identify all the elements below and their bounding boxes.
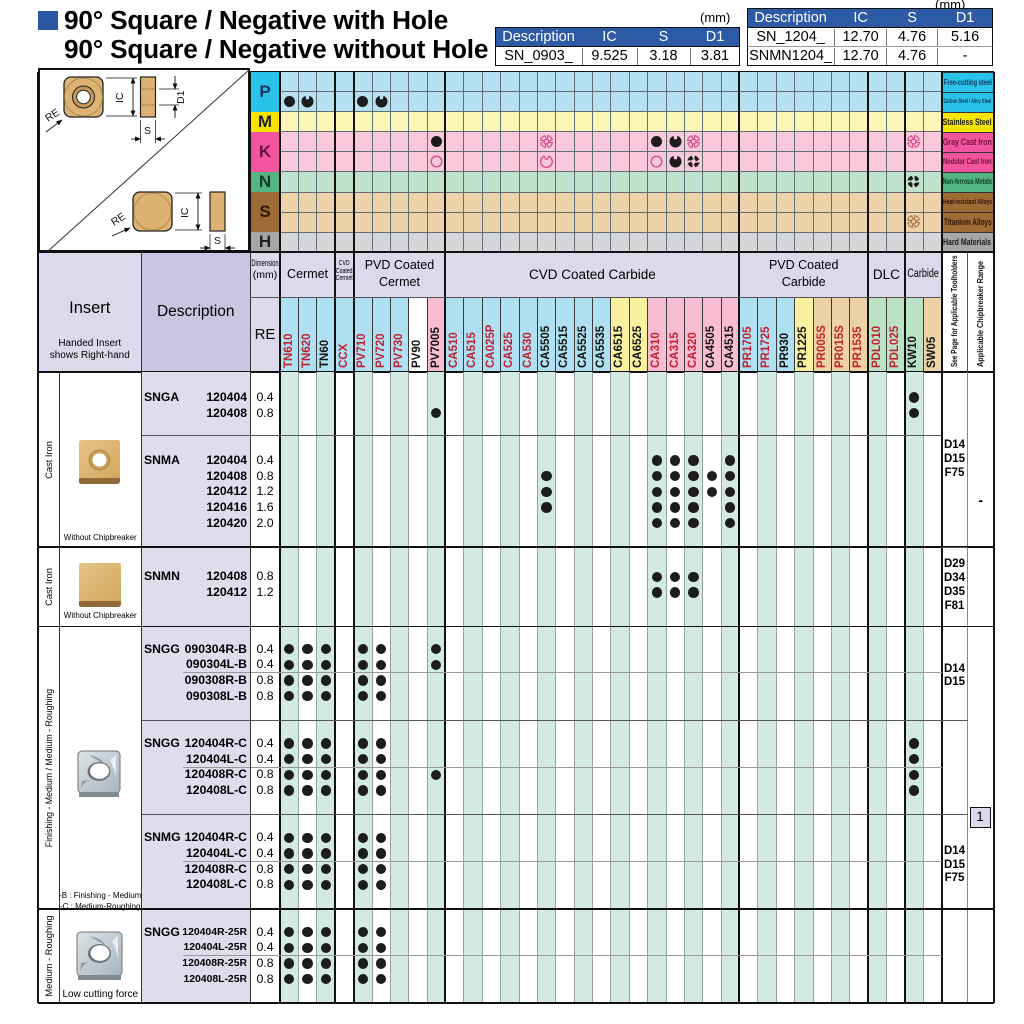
svg-text:IC: IC [179,207,191,218]
svg-text:D1: D1 [175,90,187,104]
svg-text:S: S [144,125,151,137]
svg-text:IC: IC [114,92,126,103]
svg-text:S: S [214,235,221,247]
